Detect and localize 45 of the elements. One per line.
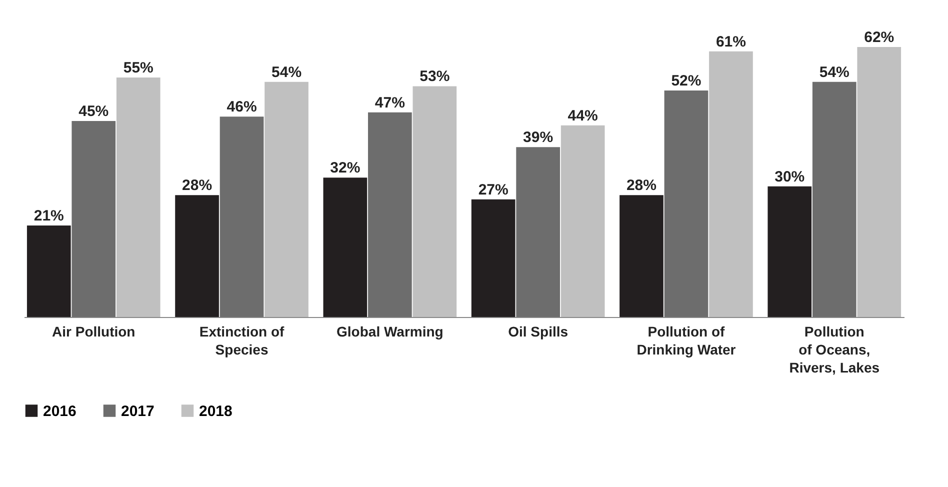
x-tick-label: Pollution of Oceans, Rivers, Lakes xyxy=(789,324,880,376)
legend-label: 2018 xyxy=(199,402,232,420)
bar xyxy=(768,186,812,317)
data-label: 44% xyxy=(568,107,598,124)
bar xyxy=(812,82,856,317)
x-tick-label: Extinction of Species xyxy=(199,324,284,358)
data-label: 39% xyxy=(523,129,554,146)
bar xyxy=(26,226,71,317)
data-label: 28% xyxy=(182,177,212,194)
data-label: 21% xyxy=(34,208,64,225)
bar xyxy=(116,77,160,317)
bar xyxy=(664,90,708,317)
bar xyxy=(620,195,664,317)
data-label: 30% xyxy=(774,168,805,186)
bar xyxy=(412,86,457,317)
bar xyxy=(323,178,368,317)
data-label: 47% xyxy=(374,94,405,112)
bar xyxy=(560,125,605,317)
bar xyxy=(368,112,412,317)
data-label: 55% xyxy=(123,59,154,76)
data-label: 54% xyxy=(272,64,302,81)
legend-label: 2016 xyxy=(43,402,76,420)
data-label: 54% xyxy=(819,64,850,81)
x-tick-label: Pollution of Drinking Water xyxy=(636,324,736,358)
x-tick-label: Air Pollution xyxy=(52,324,136,340)
data-label: 45% xyxy=(78,103,109,120)
data-label: 53% xyxy=(420,68,450,86)
legend-label: 2017 xyxy=(121,402,154,420)
data-label: 52% xyxy=(671,72,702,90)
x-tick-label: Global Warming xyxy=(336,324,444,340)
data-label: 61% xyxy=(716,33,746,50)
bar xyxy=(857,47,902,317)
bar xyxy=(175,195,219,317)
bar xyxy=(264,82,308,317)
bar xyxy=(516,147,560,317)
bar xyxy=(709,51,753,317)
data-label: 62% xyxy=(864,29,894,46)
data-label: 28% xyxy=(626,177,656,194)
bar xyxy=(72,121,116,317)
bar xyxy=(471,199,516,317)
bar xyxy=(220,116,264,317)
data-label: 46% xyxy=(226,98,257,116)
data-label: 32% xyxy=(330,160,360,177)
data-label: 27% xyxy=(478,181,508,198)
x-tick-label: Oil Spills xyxy=(508,324,568,340)
